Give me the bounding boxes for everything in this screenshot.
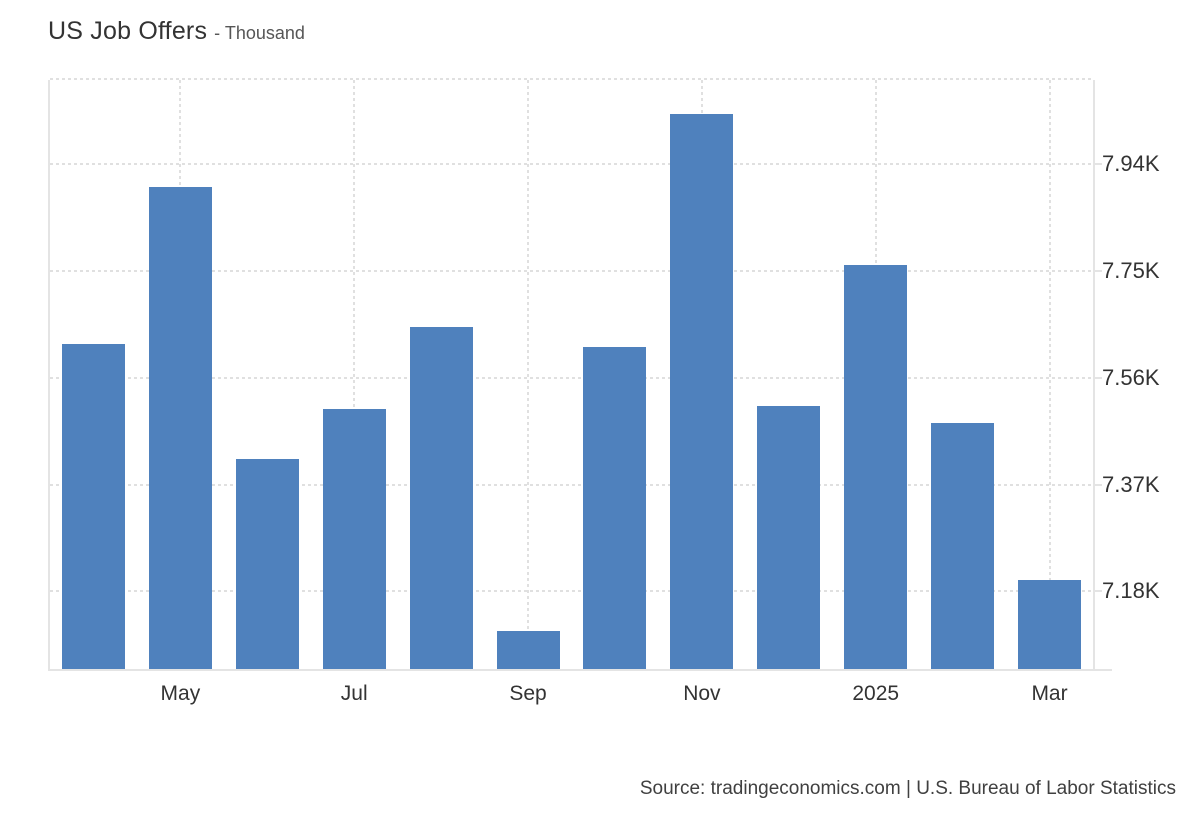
source-attribution: Source: tradingeconomics.com | U.S. Bure…	[639, 778, 1176, 799]
x-axis-label: May	[160, 682, 201, 705]
bar-apr[interactable]	[61, 344, 125, 670]
horizontal-gridline	[50, 270, 1093, 273]
y-axis-label: 7.56K	[1102, 364, 1160, 390]
bar-nov[interactable]	[670, 113, 734, 670]
y-axis-label: 7.94K	[1102, 151, 1160, 177]
bar-jun[interactable]	[235, 459, 299, 670]
plot-top-border	[50, 78, 1093, 80]
x-axis-label: Nov	[683, 682, 721, 705]
bar-mar[interactable]	[1018, 580, 1082, 670]
bar-aug[interactable]	[409, 327, 473, 670]
horizontal-gridline	[50, 590, 1093, 593]
x-axis-label: Jul	[340, 682, 368, 705]
vertical-gridline	[1048, 80, 1051, 670]
vertical-gridline	[353, 80, 356, 670]
x-axis-label: 2025	[852, 682, 900, 705]
bar-feb[interactable]	[931, 422, 995, 670]
bar-oct[interactable]	[583, 346, 647, 670]
y-axis-tick	[1093, 270, 1102, 273]
y-axis-tick	[1093, 163, 1102, 166]
horizontal-gridline	[50, 376, 1093, 379]
chart-title-text: US Job Offers	[48, 17, 208, 45]
y-axis-label: 7.37K	[1102, 471, 1160, 497]
y-axis-tick	[1093, 590, 1102, 593]
y-axis-label: 7.18K	[1102, 578, 1160, 604]
chart-title: US Job Offers - Thousand	[48, 17, 305, 46]
horizontal-gridline	[50, 483, 1093, 486]
bar-dec[interactable]	[757, 405, 821, 670]
x-axis-label: Mar	[1031, 682, 1068, 705]
bar-may[interactable]	[148, 186, 212, 670]
y-axis-tick	[1093, 376, 1102, 379]
horizontal-gridline	[50, 163, 1093, 166]
bar-jan[interactable]	[844, 265, 908, 670]
x-axis-label: Sep	[509, 682, 547, 705]
y-axis-label: 7.75K	[1102, 258, 1160, 284]
chart-subtitle-text: - Thousand	[214, 23, 305, 43]
x-axis-line	[48, 669, 1112, 671]
plot-area	[48, 78, 1095, 670]
vertical-gridline	[527, 80, 530, 670]
bar-sep[interactable]	[496, 630, 560, 670]
y-axis-tick	[1093, 483, 1102, 486]
bar-jul[interactable]	[322, 408, 386, 670]
